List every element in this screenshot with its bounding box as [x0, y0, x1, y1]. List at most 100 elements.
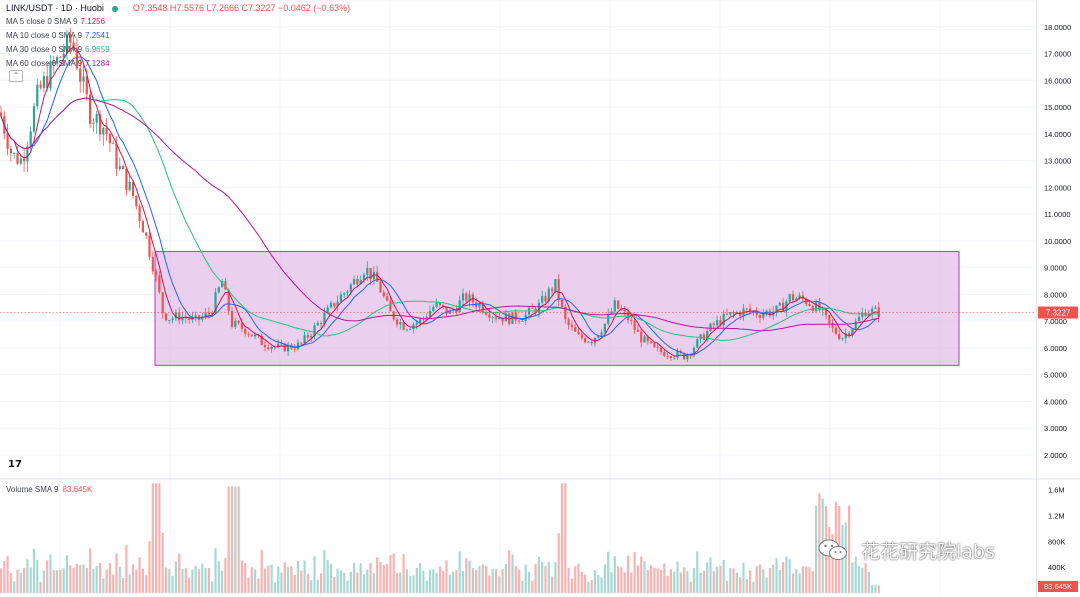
volume-bar [112, 574, 115, 593]
candle-body [399, 321, 402, 325]
volume-bar [844, 522, 847, 593]
volume-bar [178, 553, 181, 593]
legend-ma5[interactable]: MA 5 close 0 SMA 9 7.1256 [6, 17, 105, 27]
volume-bar [564, 483, 567, 593]
price-tick-label: 4.0000 [1044, 397, 1067, 406]
candle-body [356, 279, 359, 285]
candle-body [211, 312, 214, 315]
candle-body [339, 294, 342, 302]
volume-bar [362, 574, 366, 593]
candle-body [151, 256, 154, 272]
legend-ma5-value: 7.1256 [80, 17, 106, 26]
volume-bar [683, 567, 686, 593]
volume-bar [369, 563, 372, 593]
volume-bar [676, 561, 679, 593]
candle-body [72, 42, 75, 49]
volume-bar [316, 579, 319, 593]
chevron-up-icon[interactable]: ⌃ [9, 70, 23, 82]
volume-bar [382, 565, 385, 593]
volume-tick-label: 800K [1048, 537, 1066, 546]
volume-bar [455, 570, 458, 593]
volume-bar [541, 561, 544, 593]
volume-bar [775, 558, 778, 593]
legend-ma60-value: 7.1284 [85, 59, 110, 68]
candle-body [250, 334, 253, 337]
candle-body [174, 312, 177, 319]
volume-bar [518, 569, 521, 593]
volume-bar [762, 569, 765, 593]
candle-body [554, 279, 557, 292]
volume-bar [791, 573, 795, 593]
candle-body [848, 333, 851, 336]
candle-body [230, 311, 234, 327]
volume-bar [871, 584, 874, 593]
volume-bar [181, 569, 184, 593]
last-volume-tag [1038, 581, 1078, 592]
volume-bar [765, 577, 768, 593]
legend-ma60[interactable]: MA 60 close 0 SMA 9 7.1284 [6, 59, 110, 69]
last-volume-label: 83.645K [1044, 582, 1072, 591]
candle-body [574, 327, 577, 332]
candle-body [366, 268, 369, 275]
volume-bar [485, 565, 488, 593]
volume-bar [494, 569, 498, 593]
volume-bar [23, 567, 26, 593]
legend-ma10[interactable]: MA 10 close 0 SMA 9 7.2541 [6, 31, 110, 41]
candle-body [709, 323, 712, 332]
volume-bar [349, 571, 352, 593]
volume-bar [587, 581, 590, 593]
volume-bar [13, 581, 16, 593]
volume-bar [603, 564, 606, 593]
volume-bar [164, 567, 168, 593]
candle-body [46, 76, 49, 89]
volume-bar [409, 576, 412, 593]
volume-bar [49, 554, 52, 593]
volume-bar [768, 568, 771, 593]
candle-body [82, 76, 85, 82]
volume-bar [864, 563, 867, 593]
volume-bar [125, 544, 128, 593]
volume-bar [692, 567, 696, 593]
volume-bar [633, 552, 636, 593]
candle-body [600, 332, 603, 336]
candle-body [0, 112, 3, 117]
volume-bar [471, 568, 474, 593]
candle-body [871, 308, 874, 314]
candle-body [227, 289, 230, 312]
candle-body [168, 320, 171, 322]
candle-body [26, 146, 29, 162]
legend-ma30[interactable]: MA 30 close 0 SMA 9 6.9659 [6, 45, 110, 55]
candle-body [541, 296, 544, 303]
watermark-separator [854, 539, 855, 561]
volume-bar [79, 565, 82, 593]
candle-body [369, 268, 372, 280]
volume-bar [755, 566, 758, 593]
volume-bar [448, 574, 451, 593]
volume-legend[interactable]: Volume SMA 9 83.645K [6, 485, 92, 494]
volume-bar [402, 553, 405, 593]
candle-body [551, 288, 554, 292]
volume-bar [772, 564, 775, 593]
candle-body [874, 307, 877, 309]
tradingview-logo: 17 [8, 459, 22, 470]
volume-bar [230, 486, 234, 593]
market-status-icon [112, 5, 119, 12]
volume-bar [138, 557, 141, 593]
legend-ma10-label: MA 10 close 0 SMA 9 [6, 31, 83, 40]
candle-body [320, 322, 323, 325]
volume-bar [673, 571, 676, 593]
volume-bar [597, 575, 600, 593]
candle-body [696, 339, 699, 348]
candle-body [851, 329, 854, 336]
symbol-label[interactable]: LINK/USDT · 1D · Huobi [6, 3, 104, 13]
volume-bar [184, 568, 187, 593]
volume-bar [577, 563, 580, 593]
candle-body [834, 327, 837, 334]
candle-body [521, 320, 524, 322]
candle-body [240, 322, 243, 329]
volume-bar [689, 581, 692, 593]
candle-body [465, 293, 468, 302]
volume-bar [798, 573, 801, 593]
volume-bar [221, 570, 224, 593]
